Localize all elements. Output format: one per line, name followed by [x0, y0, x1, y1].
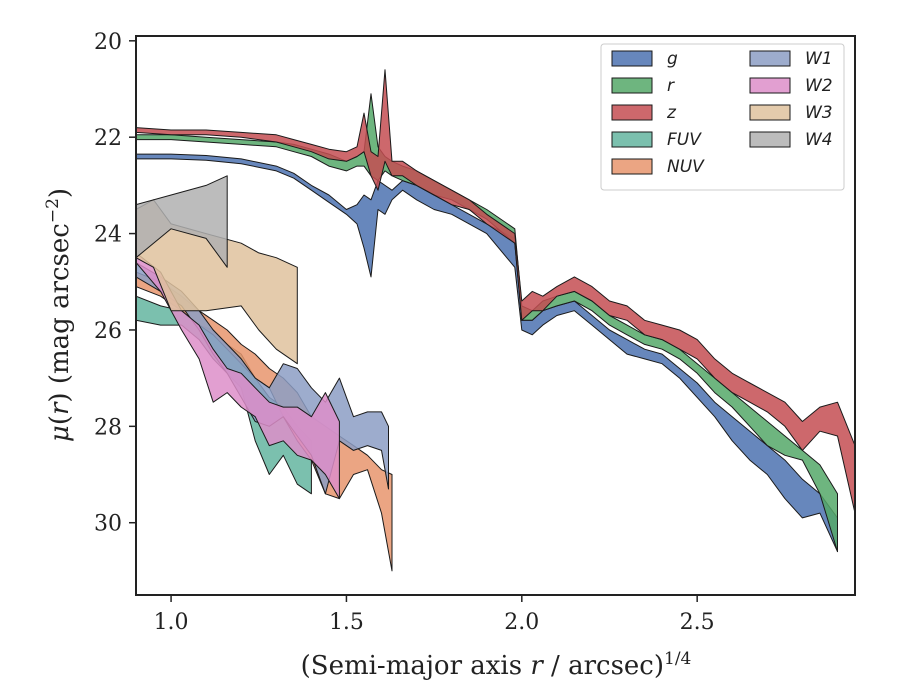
band-w4	[136, 175, 228, 268]
legend-swatch-w1	[749, 50, 791, 67]
legend-label-nuv: NUV	[667, 157, 705, 177]
plot-frame	[135, 35, 856, 596]
legend-label-w4: W4	[805, 130, 833, 150]
y-tick-label: 22	[94, 126, 122, 151]
x-axis-ticks: 1.0 1.5 2.0 2.5	[154, 595, 715, 635]
y-tick-label: 20	[94, 30, 122, 55]
x-axis-label: (Semi-major axis r / arcsec)1/4	[301, 649, 692, 681]
legend-swatch-nuv	[611, 158, 653, 175]
legend-label-w1: W1	[805, 49, 833, 69]
band-areas	[136, 69, 855, 572]
y-tick-label: 30	[94, 512, 122, 537]
x-tick-label: 1.0	[154, 610, 189, 635]
y-tick-label: 28	[94, 415, 122, 440]
y-axis-label: μ(r) (mag arcsec−2)	[43, 188, 75, 442]
y-axis-ticks: 20 22 24 26 28 30	[94, 30, 136, 537]
legend-label-w3: W3	[805, 103, 833, 123]
legend-swatch-r	[611, 77, 653, 94]
legend-label-z: z	[666, 103, 677, 123]
x-tick-label: 2.5	[680, 610, 715, 635]
legend-label-g: g	[667, 49, 678, 69]
x-tick-label: 1.5	[329, 610, 364, 635]
y-tick-label: 24	[94, 223, 122, 248]
legend-label-w2: W2	[805, 76, 833, 96]
legend-label-r: r	[667, 76, 675, 96]
legend-swatch-z	[611, 104, 653, 121]
legend-swatch-fuv	[611, 131, 653, 148]
legend-swatch-w3	[749, 104, 791, 121]
legend-swatch-g	[611, 50, 653, 67]
legend: grz FUV NUV W1 W2 W3 W4	[600, 43, 845, 191]
legend-label-fuv: FUV	[667, 130, 702, 150]
y-tick-label: 26	[94, 319, 122, 344]
legend-swatch-w2	[749, 77, 791, 94]
band-w2	[136, 252, 340, 500]
legend-swatch-w4	[749, 131, 791, 148]
band-z	[136, 69, 855, 514]
x-tick-label: 2.0	[504, 610, 539, 635]
